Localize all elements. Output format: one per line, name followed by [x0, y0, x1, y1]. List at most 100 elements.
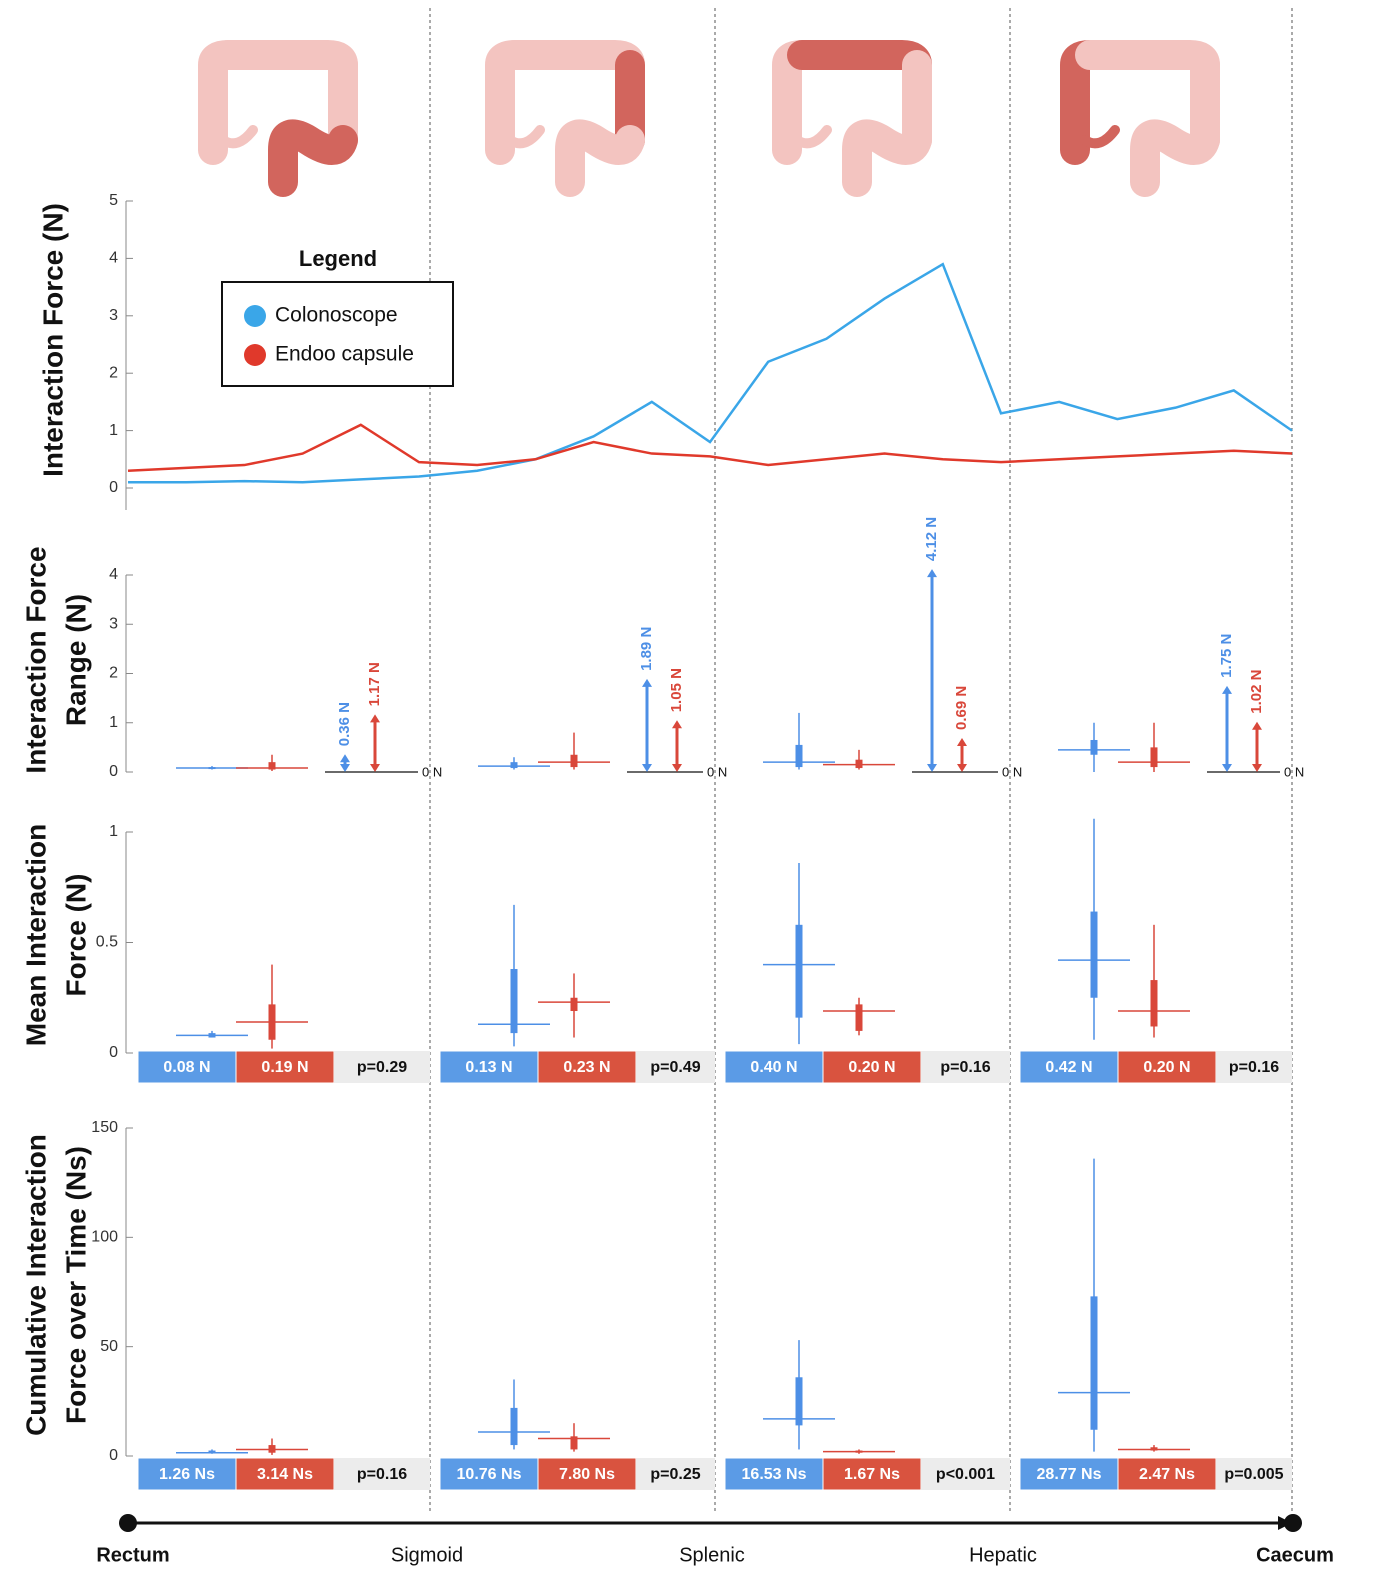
range-label: 1.05 N — [668, 668, 685, 712]
y-tick-label: 0 — [109, 479, 118, 496]
p-value: p=0.16 — [357, 1466, 407, 1483]
arrow-head — [957, 738, 967, 746]
range-label: 1.89 N — [638, 627, 655, 671]
p-value: p=0.49 — [650, 1059, 700, 1076]
range-baseline-label: 0 N — [1002, 764, 1022, 779]
summary-value: 1.67 Ns — [844, 1466, 900, 1483]
y-tick-label: 0 — [109, 1044, 118, 1061]
colon-part — [1145, 134, 1205, 182]
y-tick-label: 150 — [91, 1119, 118, 1136]
p-value: p=0.16 — [1229, 1059, 1279, 1076]
arrow-head — [340, 764, 350, 772]
axis-end — [1284, 1514, 1302, 1532]
force-line — [128, 425, 1292, 471]
summary-value: 0.42 N — [1045, 1059, 1092, 1076]
box-iqr — [1091, 912, 1098, 998]
y-tick-label: 4 — [109, 566, 118, 583]
page: Interaction Force (N)012345LegendColonos… — [0, 0, 1375, 1595]
summary-value: 0.08 N — [163, 1059, 210, 1076]
arrow-head — [1222, 764, 1232, 772]
summary-value: 0.19 N — [261, 1059, 308, 1076]
range-baseline-label: 0 N — [1284, 764, 1304, 779]
colon-illustration — [213, 55, 343, 182]
y-tick-label: 2 — [109, 665, 118, 682]
p-value: p=0.25 — [650, 1466, 700, 1483]
range-label: 4.12 N — [923, 517, 940, 561]
legend-label: Colonoscope — [275, 304, 398, 327]
p-value: p<0.001 — [936, 1466, 995, 1483]
y-axis-title: Mean Interaction — [20, 824, 51, 1046]
colon-part — [228, 55, 343, 65]
segment-label: Caecum — [1256, 1544, 1334, 1566]
summary-value: 3.14 Ns — [257, 1466, 313, 1483]
box-iqr — [571, 755, 578, 767]
box-iqr — [796, 745, 803, 767]
segment-label: Splenic — [679, 1544, 745, 1566]
y-tick-label: 1 — [109, 823, 118, 840]
y-tick-label: 1 — [109, 714, 118, 731]
colon-illustration — [787, 55, 917, 182]
summary-value: 0.40 N — [750, 1059, 797, 1076]
legend-box — [222, 282, 453, 386]
colon-part — [857, 134, 917, 182]
y-tick-label: 2 — [109, 364, 118, 381]
y-tick-label: 0 — [109, 763, 118, 780]
summary-value: 7.80 Ns — [559, 1466, 615, 1483]
arrow-head — [927, 569, 937, 577]
y-tick-label: 3 — [109, 307, 118, 324]
box-iqr — [1091, 740, 1098, 755]
box-iqr — [571, 998, 578, 1011]
y-tick-label: 3 — [109, 615, 118, 632]
arrow-head — [642, 764, 652, 772]
arrow-head — [927, 764, 937, 772]
arrow-head — [1252, 764, 1262, 772]
arrow-head — [672, 764, 682, 772]
y-axis-title: Force (N) — [60, 874, 91, 997]
y-axis-title: Force over Time (Ns) — [60, 1146, 91, 1424]
summary-value: 1.26 Ns — [159, 1466, 215, 1483]
range-label: 0.69 N — [953, 686, 970, 730]
arrow-head — [370, 764, 380, 772]
summary-value: 0.13 N — [465, 1059, 512, 1076]
box-iqr — [1091, 1296, 1098, 1429]
arrow-head — [957, 764, 967, 772]
segment-label: Hepatic — [969, 1544, 1037, 1566]
y-axis-title: Interaction Force — [20, 546, 51, 773]
box-iqr — [511, 969, 518, 1033]
arrow-head — [672, 720, 682, 728]
colon-illustration — [1075, 55, 1205, 182]
y-tick-label: 50 — [100, 1338, 118, 1355]
box-iqr — [511, 762, 518, 768]
colon-part — [1090, 55, 1205, 65]
y-axis-title: Interaction Force (N) — [37, 203, 68, 477]
y-tick-label: 0 — [109, 1447, 118, 1464]
summary-value: 2.47 Ns — [1139, 1466, 1195, 1483]
p-value: p=0.16 — [940, 1059, 990, 1076]
arrow-head — [340, 754, 350, 762]
box-iqr — [511, 1408, 518, 1445]
legend-label: Endoo capsule — [275, 343, 414, 366]
colon-part — [283, 134, 343, 182]
arrow-head — [642, 679, 652, 687]
p-value: p=0.005 — [1224, 1466, 1283, 1483]
arrow-head — [1252, 722, 1262, 730]
range-label: 1.02 N — [1248, 670, 1265, 714]
range-label: 1.75 N — [1218, 634, 1235, 678]
colon-illustration — [500, 55, 630, 182]
summary-value: 0.20 N — [1143, 1059, 1190, 1076]
arrow-head — [1222, 686, 1232, 694]
y-tick-label: 100 — [91, 1229, 118, 1246]
figure: Interaction Force (N)012345LegendColonos… — [0, 0, 1375, 1595]
box-iqr — [1151, 747, 1158, 767]
y-tick-label: 4 — [109, 250, 118, 267]
legend-swatch — [244, 344, 266, 366]
legend-swatch — [244, 305, 266, 327]
range-label: 0.36 N — [336, 702, 353, 746]
arrow-head — [370, 714, 380, 722]
box-iqr — [1151, 980, 1158, 1026]
y-axis-title: Range (N) — [60, 594, 91, 726]
legend-title: Legend — [299, 246, 377, 271]
colon-part — [802, 55, 917, 65]
segment-label: Rectum — [96, 1544, 169, 1566]
y-tick-label: 1 — [109, 422, 118, 439]
